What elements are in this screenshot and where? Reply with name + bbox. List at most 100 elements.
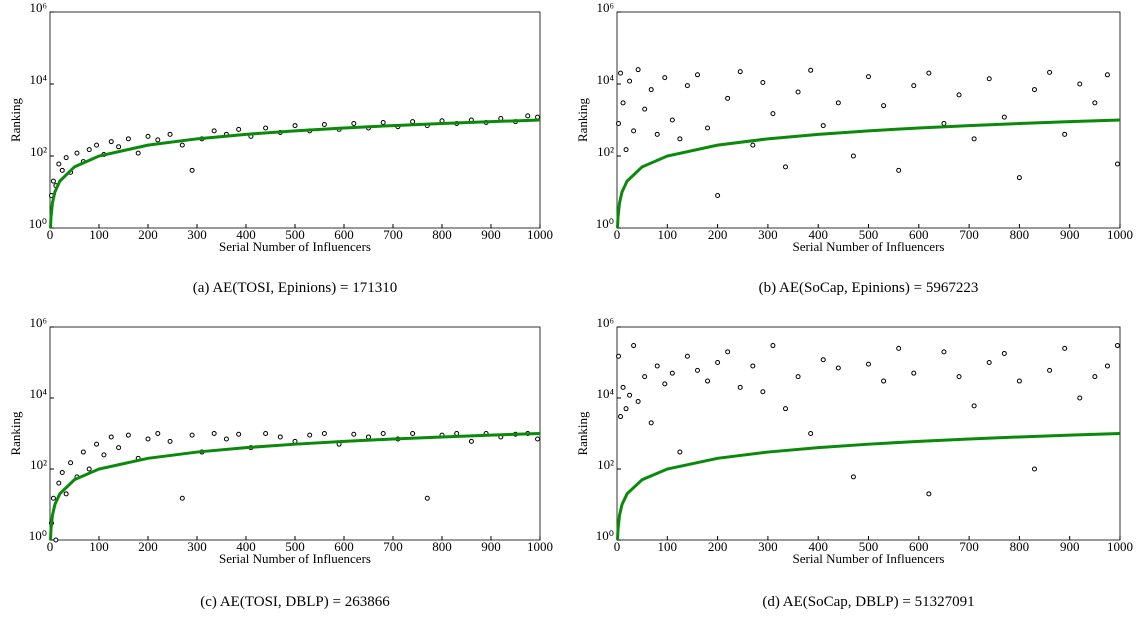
- x-tick-label: 700: [383, 539, 403, 554]
- x-tick-label: 300: [758, 539, 778, 554]
- x-tick-label: 0: [47, 539, 54, 554]
- data-point: [725, 95, 731, 101]
- data-point: [63, 155, 69, 161]
- x-tick-label: 200: [138, 539, 158, 554]
- data-point: [648, 420, 654, 426]
- data-point: [620, 100, 626, 106]
- reference-line: [616, 118, 1121, 229]
- data-point: [971, 136, 977, 142]
- data-point: [669, 370, 675, 376]
- data-point: [535, 436, 541, 442]
- data-point: [380, 120, 386, 126]
- y-tick-label: 10⁶: [29, 315, 47, 330]
- y-tick-label: 10²: [597, 144, 614, 159]
- data-point: [74, 150, 80, 156]
- data-point: [189, 432, 195, 438]
- data-point: [850, 153, 856, 159]
- data-point: [881, 378, 887, 384]
- data-point: [654, 131, 660, 137]
- x-tick-label: 1000: [527, 539, 553, 554]
- x-tick-label: 700: [383, 227, 403, 242]
- caption: (b) AE(SoCap, Epinions) = 5967223: [759, 280, 979, 296]
- data-point: [63, 491, 69, 497]
- x-tick-label: 200: [138, 227, 158, 242]
- y-axis-label: Ranking: [8, 411, 23, 456]
- data-point: [292, 123, 298, 129]
- y-tick-label: 10²: [597, 457, 614, 472]
- x-tick-label: 400: [236, 539, 256, 554]
- x-tick-label: 500: [859, 227, 879, 242]
- x-tick-label: 0: [614, 227, 621, 242]
- y-tick-label: 10⁰: [29, 528, 47, 543]
- data-point: [1062, 131, 1068, 137]
- x-tick-label: 700: [959, 539, 979, 554]
- data-point: [684, 353, 690, 359]
- data-point: [1114, 343, 1120, 349]
- data-point: [321, 121, 327, 127]
- data-point: [795, 374, 801, 380]
- data-point: [881, 103, 887, 109]
- y-tick-label: 10⁶: [29, 0, 47, 15]
- data-point: [642, 106, 648, 112]
- x-tick-label: 600: [334, 539, 354, 554]
- data-point: [654, 363, 660, 369]
- data-point: [1031, 466, 1037, 472]
- data-point: [135, 150, 141, 156]
- data-point: [108, 434, 114, 440]
- x-tick-label: 900: [1060, 227, 1080, 242]
- data-point: [59, 469, 65, 475]
- x-axis-label: Serial Number of Influencers: [219, 551, 371, 566]
- x-tick-label: 300: [187, 227, 207, 242]
- data-point: [896, 345, 902, 351]
- x-tick-label: 1000: [527, 227, 553, 242]
- data-point: [50, 178, 56, 184]
- data-point: [236, 431, 242, 437]
- data-point: [623, 147, 629, 153]
- data-point: [926, 70, 932, 76]
- x-axis-label: Serial Number of Influencers: [793, 239, 945, 254]
- x-tick-label: 200: [708, 227, 728, 242]
- y-tick-label: 10²: [30, 144, 47, 159]
- data-point: [662, 381, 668, 387]
- data-point: [125, 136, 131, 142]
- data-point: [211, 431, 217, 436]
- data-point: [677, 449, 683, 455]
- data-point: [50, 495, 56, 501]
- data-point: [808, 431, 814, 436]
- data-point: [1077, 81, 1083, 87]
- data-point: [424, 495, 430, 501]
- data-point: [1016, 175, 1022, 181]
- data-point: [145, 133, 151, 139]
- data-point: [1077, 395, 1083, 401]
- x-tick-label: 500: [859, 539, 879, 554]
- x-tick-label: 400: [808, 227, 828, 242]
- data-point: [1062, 345, 1068, 351]
- x-tick-label: 500: [285, 227, 305, 242]
- data-point: [911, 370, 917, 376]
- x-axis-label: Serial Number of Influencers: [219, 239, 371, 254]
- y-axis-label: Ranking: [575, 97, 590, 142]
- data-point: [750, 363, 756, 369]
- x-tick-label: 800: [1010, 227, 1030, 242]
- data-point: [167, 131, 173, 137]
- data-point: [715, 360, 721, 365]
- data-point: [694, 367, 700, 373]
- x-tick-label: 600: [909, 227, 929, 242]
- data-point: [59, 167, 65, 173]
- data-point: [189, 167, 195, 173]
- x-axis-label: Serial Number of Influencers: [793, 551, 945, 566]
- data-point: [971, 403, 977, 409]
- data-point: [770, 111, 776, 117]
- data-point: [366, 434, 371, 440]
- data-point: [1031, 87, 1037, 93]
- data-point: [80, 449, 86, 455]
- x-tick-label: 100: [89, 539, 109, 554]
- data-point: [623, 406, 629, 412]
- data-point: [737, 384, 743, 390]
- data-point: [351, 120, 357, 126]
- data-point: [684, 83, 690, 89]
- y-tick-label: 10⁰: [596, 216, 614, 231]
- y-axis-label: Ranking: [575, 411, 590, 456]
- data-point: [236, 126, 242, 132]
